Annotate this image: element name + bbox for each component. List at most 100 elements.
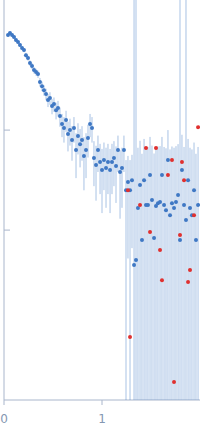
error-bar bbox=[67, 122, 68, 152]
point bbox=[62, 126, 66, 130]
point bbox=[112, 156, 116, 160]
point bbox=[180, 168, 184, 172]
point bbox=[196, 203, 200, 207]
points bbox=[6, 31, 200, 384]
error-bar bbox=[93, 141, 94, 186]
point bbox=[42, 88, 46, 92]
point bbox=[172, 206, 176, 210]
point bbox=[178, 238, 182, 242]
point bbox=[40, 84, 44, 88]
error-bar bbox=[113, 141, 114, 186]
point bbox=[170, 158, 174, 162]
point bbox=[180, 160, 184, 164]
point bbox=[192, 213, 196, 217]
point bbox=[130, 178, 134, 182]
point bbox=[78, 142, 82, 146]
error-bar bbox=[140, 141, 141, 400]
point bbox=[108, 168, 112, 172]
error-bar bbox=[102, 149, 103, 213]
point bbox=[118, 170, 122, 174]
error-bar bbox=[165, 148, 166, 400]
error-bar bbox=[191, 149, 192, 400]
point bbox=[52, 102, 56, 106]
error-bar bbox=[76, 133, 77, 178]
error-bar bbox=[175, 146, 176, 400]
point bbox=[162, 203, 166, 207]
point bbox=[76, 134, 80, 138]
point bbox=[48, 96, 52, 100]
error-bar bbox=[123, 136, 124, 172]
point bbox=[44, 92, 48, 96]
error-bar bbox=[157, 146, 158, 400]
point bbox=[150, 198, 154, 202]
error-bar bbox=[80, 129, 81, 167]
point bbox=[92, 156, 96, 160]
point bbox=[196, 125, 200, 129]
point bbox=[186, 280, 190, 284]
x-tick bbox=[102, 400, 103, 405]
point bbox=[148, 230, 152, 234]
point bbox=[170, 201, 174, 205]
x-tick-label: 1 bbox=[98, 412, 106, 426]
point bbox=[132, 263, 136, 267]
y-tick bbox=[4, 130, 10, 131]
error-bar bbox=[87, 125, 88, 158]
error-bar bbox=[141, 154, 142, 400]
point bbox=[166, 173, 170, 177]
error-bar bbox=[106, 148, 107, 208]
point bbox=[70, 138, 74, 142]
point bbox=[182, 178, 186, 182]
point bbox=[192, 188, 196, 192]
point bbox=[58, 114, 62, 118]
error-bar bbox=[185, 0, 186, 400]
point bbox=[176, 193, 180, 197]
point bbox=[56, 106, 60, 110]
point bbox=[26, 56, 30, 60]
error-bar bbox=[198, 147, 199, 400]
error-bar bbox=[120, 150, 121, 219]
error-bar bbox=[178, 144, 179, 400]
error-bar bbox=[184, 147, 185, 400]
error-bar bbox=[136, 0, 137, 400]
point bbox=[178, 233, 182, 237]
point bbox=[186, 178, 190, 182]
point bbox=[74, 148, 78, 152]
point bbox=[138, 183, 142, 187]
point bbox=[64, 118, 68, 122]
error-bar bbox=[151, 146, 152, 400]
point bbox=[168, 213, 172, 217]
y-axis bbox=[4, 0, 5, 400]
point bbox=[174, 200, 178, 204]
point bbox=[38, 80, 42, 84]
error-bar bbox=[110, 149, 111, 213]
error-bar bbox=[181, 135, 182, 400]
error-bar bbox=[194, 143, 195, 400]
point bbox=[126, 180, 130, 184]
point bbox=[102, 158, 106, 162]
error-bar bbox=[121, 148, 122, 208]
error-bar bbox=[146, 147, 147, 400]
point bbox=[116, 148, 120, 152]
point bbox=[154, 146, 158, 150]
error-bar bbox=[69, 119, 70, 146]
point bbox=[146, 203, 150, 207]
error-bar bbox=[171, 146, 172, 400]
point bbox=[100, 168, 104, 172]
point bbox=[30, 64, 34, 68]
error-bar bbox=[127, 156, 128, 259]
point bbox=[84, 148, 88, 152]
point bbox=[80, 138, 84, 142]
error-bar bbox=[83, 137, 84, 190]
point bbox=[134, 258, 138, 262]
error-bars bbox=[8, 0, 198, 400]
point bbox=[126, 188, 130, 192]
error-bar bbox=[103, 143, 104, 191]
point bbox=[142, 178, 146, 182]
point bbox=[66, 132, 70, 136]
point bbox=[22, 48, 26, 52]
error-bar bbox=[154, 154, 155, 400]
point bbox=[164, 208, 168, 212]
point bbox=[172, 380, 176, 384]
plot-area bbox=[6, 0, 200, 400]
error-bar bbox=[72, 126, 73, 161]
